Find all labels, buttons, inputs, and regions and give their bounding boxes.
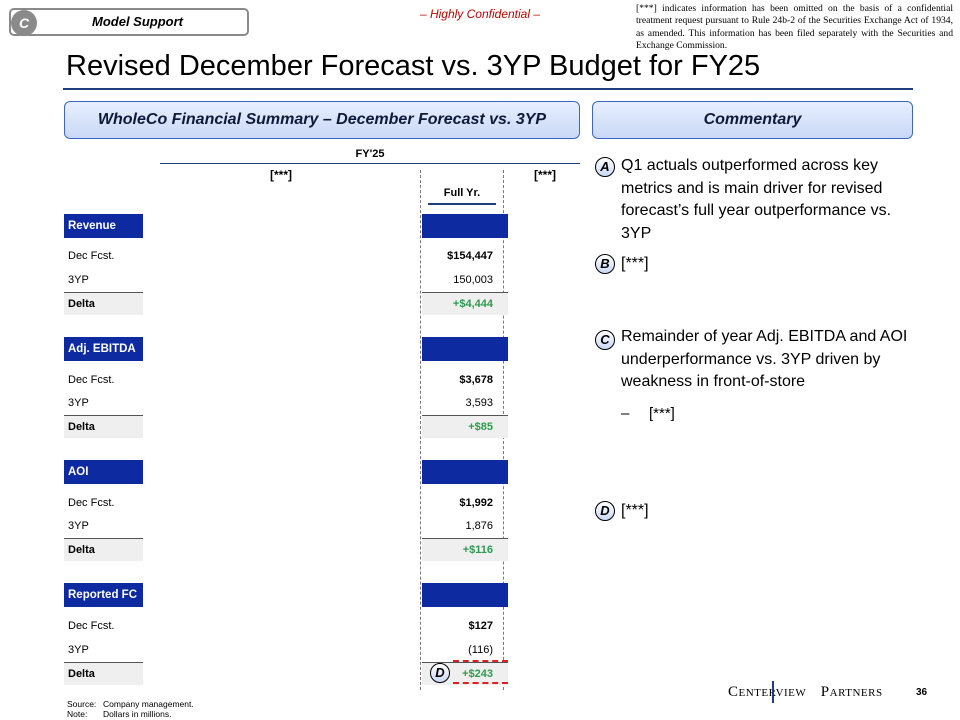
delta-value: +$116 xyxy=(462,544,493,556)
commentary-badge-b: B xyxy=(595,254,615,274)
brand-logo: Centerview Partners xyxy=(728,684,883,701)
commentary-sub-item: [***] xyxy=(649,405,675,422)
section-label: Model Support xyxy=(92,14,183,29)
row-value: $1,992 xyxy=(459,497,493,509)
omitted-column-left: [***] xyxy=(270,168,293,182)
row-value: $154,447 xyxy=(447,250,493,262)
delta-rule xyxy=(64,538,143,539)
row-label: Dec Fcst. xyxy=(68,250,115,262)
delta-value-bg xyxy=(422,416,508,438)
row-label: Dec Fcst. xyxy=(68,620,115,632)
row-label: Dec Fcst. xyxy=(68,374,115,386)
row-value: $127 xyxy=(468,620,493,632)
row-label: 3YP xyxy=(68,520,89,532)
commentary-heading: Commentary xyxy=(592,101,913,139)
block-label-revenue: Revenue xyxy=(64,214,143,238)
delta-row-bg xyxy=(64,416,143,438)
period-rule xyxy=(160,163,580,164)
delta-row-bg xyxy=(64,293,143,315)
delta-label: Delta xyxy=(68,544,95,556)
delta-value: +$4,444 xyxy=(452,298,493,310)
marker-d-badge: D xyxy=(430,663,450,683)
block-label-adj-ebitda: Adj. EBITDA xyxy=(64,337,143,361)
brand-left: Centerview xyxy=(728,684,807,700)
row-label: 3YP xyxy=(68,397,89,409)
delta-rule xyxy=(64,662,143,663)
omitted-column-right: [***] xyxy=(534,168,557,182)
delta-value: +$243 xyxy=(462,668,493,680)
delta-row-bg xyxy=(64,539,143,561)
commentary-item-c: Remainder of year Adj. EBITDA and AOI un… xyxy=(621,328,908,390)
note-key: Note: xyxy=(67,709,88,719)
delta-value-bg xyxy=(422,293,508,315)
title-divider xyxy=(63,88,913,90)
row-label: 3YP xyxy=(68,274,89,286)
delta-label: Delta xyxy=(68,298,95,310)
full-year-column-header: Full Yr. xyxy=(443,187,481,199)
omission-disclaimer: [***] indicates information has been omi… xyxy=(636,3,953,52)
note-text: Dollars in millions. xyxy=(103,709,172,719)
confidentiality-label: – Highly Confidential – xyxy=(419,7,541,21)
commentary-item-a: Q1 actuals outperformed across key metri… xyxy=(621,157,892,242)
block-bar-reported-fc xyxy=(422,583,508,607)
units-note: Note: Dollars in millions. xyxy=(67,709,172,719)
delta-rule xyxy=(422,538,508,539)
row-value: (116) xyxy=(468,644,493,656)
row-value: 3,593 xyxy=(465,397,493,409)
column-divider-left xyxy=(420,170,421,690)
page-number: 36 xyxy=(916,687,928,698)
row-label: Dec Fcst. xyxy=(68,497,115,509)
commentary-badge-d: D xyxy=(595,501,615,521)
section-letter-badge: C xyxy=(11,10,37,36)
delta-label: Delta xyxy=(68,668,95,680)
delta-rule xyxy=(422,292,508,293)
block-bar-revenue xyxy=(422,214,508,238)
brand-right: Partners xyxy=(820,684,883,700)
section-tag xyxy=(9,8,249,36)
commentary-badge-a: A xyxy=(595,157,615,177)
row-value: 150,003 xyxy=(453,274,493,286)
delta-rule xyxy=(422,415,508,416)
block-bar-adj-ebitda xyxy=(422,337,508,361)
row-value: 1,876 xyxy=(465,520,493,532)
commentary-item-b: [***] xyxy=(621,255,649,272)
commentary-badge-c: C xyxy=(595,330,615,350)
delta-value-bg xyxy=(422,539,508,561)
source-text: Company management. xyxy=(103,699,194,709)
delta-row-bg xyxy=(64,663,143,685)
delta-label: Delta xyxy=(68,421,95,433)
source-note: Source: Company management. xyxy=(67,699,194,709)
full-year-rule xyxy=(428,203,496,205)
delta-rule xyxy=(422,662,508,663)
row-label: 3YP xyxy=(68,644,89,656)
commentary-item-d: [***] xyxy=(621,502,649,519)
row-value: $3,678 xyxy=(459,374,493,386)
highlight-dashed-box xyxy=(453,660,508,684)
delta-value: +$85 xyxy=(468,421,493,433)
block-bar-aoi xyxy=(422,460,508,484)
brand-divider xyxy=(772,681,774,703)
financial-summary-heading: WholeCo Financial Summary – December For… xyxy=(64,101,580,139)
period-label: FY'25 xyxy=(355,148,385,160)
delta-rule xyxy=(64,415,143,416)
commentary-sub-dash: – xyxy=(621,405,630,422)
block-label-reported-fc: Reported FC xyxy=(64,583,143,607)
delta-rule xyxy=(64,292,143,293)
page-title: Revised December Forecast vs. 3YP Budget… xyxy=(66,50,761,82)
source-key: Source: xyxy=(67,699,97,709)
block-label-aoi: AOI xyxy=(64,460,143,484)
